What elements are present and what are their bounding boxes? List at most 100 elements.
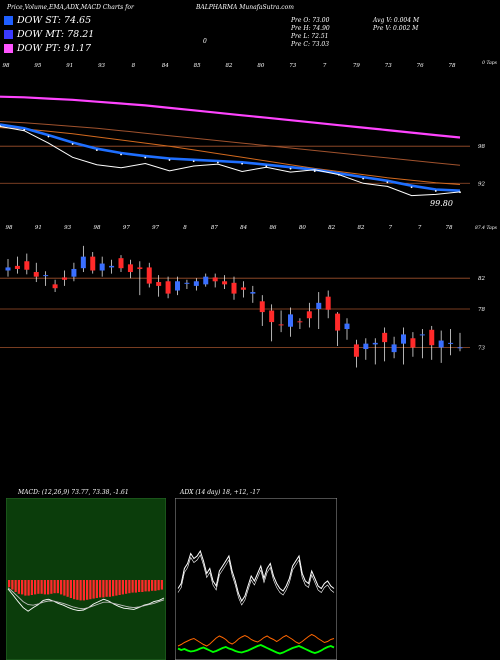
price-candle-body — [457, 347, 463, 349]
ema-x-tick-label: 95 — [34, 63, 41, 69]
price-x-tick-label: 84 — [240, 225, 247, 231]
price-candle-body — [382, 332, 388, 343]
macd-histogram-bar — [105, 580, 108, 597]
ema-x-tick-label: 73 — [289, 63, 296, 69]
stat-avg-volume: Avg V: 0.004 M — [373, 17, 420, 24]
price-candle-body — [156, 282, 162, 286]
ema-point — [362, 177, 365, 180]
price-x-tick-label: 80 — [299, 225, 306, 231]
macd-chart — [6, 498, 166, 660]
price-candle-body — [165, 281, 171, 294]
price-candle-body — [240, 287, 246, 290]
price-candle-body — [325, 296, 331, 310]
price-y-tick-label: 73 — [478, 346, 485, 352]
macd-histogram-bar — [53, 580, 56, 594]
macd-histogram-bar — [151, 580, 154, 591]
ema-point — [386, 181, 389, 184]
ema-last-value-label: 99.80 — [430, 199, 453, 208]
macd-histogram-bar — [89, 580, 92, 600]
macd-histogram-bar — [14, 580, 17, 592]
ema-point — [289, 167, 292, 170]
price-candle-body — [62, 277, 67, 280]
price-candle-body — [90, 256, 96, 271]
macd-histogram-bar — [82, 580, 85, 601]
macd-histogram-bar — [134, 580, 137, 593]
macd-histogram-bar — [40, 580, 43, 594]
macd-histogram-bar — [144, 580, 147, 592]
ema-x-tick-label: 85 — [194, 63, 201, 69]
ema-x-tick-label: 91 — [66, 63, 73, 69]
macd-histogram-bar — [76, 580, 79, 600]
ema-point — [120, 153, 122, 156]
macd-histogram-bar — [99, 580, 102, 598]
macd-histogram-bar — [8, 580, 11, 588]
macd-histogram-bar — [79, 580, 82, 601]
macd-histogram-bar — [141, 580, 144, 592]
price-candle-body — [175, 281, 180, 291]
price-candle-body — [316, 302, 322, 309]
macd-signal-line — [7, 587, 165, 610]
legend-label-st: DOW ST: 74.65 — [17, 15, 92, 26]
macd-title: MACD: (12,26,9) 73.77, 73.38, -1.61 — [18, 489, 129, 496]
legend-label-pt: DOW PT: 91.17 — [17, 43, 91, 54]
macd-histogram-bar — [27, 580, 30, 596]
price-x-tick-label: 82 — [358, 225, 365, 231]
price-candle-body — [203, 276, 209, 285]
price-x-tick-label: 7 — [389, 225, 393, 231]
ema-x-tick-label: 79 — [353, 63, 360, 69]
price-candle-body — [52, 284, 58, 289]
price-x-tick-label: 82 — [328, 225, 335, 231]
price-y-tick-label: 82 — [478, 276, 485, 282]
price-x-tick-label: 91 — [35, 225, 42, 231]
chart-title: Price,Volume,EMA,ADX,MACD Charts for — [7, 4, 134, 11]
price-candle-body — [288, 314, 293, 327]
legend-swatch-mt — [4, 30, 13, 39]
price-candle-body — [24, 261, 30, 270]
ema-point — [144, 156, 147, 159]
ema-series-line — [0, 125, 461, 197]
price-candle-body — [193, 281, 199, 286]
ema-x-tick-label: 8 — [132, 63, 136, 69]
price-x-tick-label: 78 — [446, 225, 453, 231]
macd-histogram-bar — [115, 580, 118, 596]
ema-point — [95, 149, 98, 152]
price-x-tick-label: 97 — [152, 225, 159, 231]
macd-histogram-bar — [157, 580, 160, 591]
price-candle-body — [222, 281, 228, 285]
price-candle-body — [137, 267, 143, 269]
macd-histogram-bar — [131, 580, 134, 593]
ema-point — [241, 162, 244, 165]
ema-point — [71, 143, 74, 145]
stat-close: Pre C: 73.03 — [291, 41, 330, 48]
ema-point — [192, 160, 195, 163]
macd-histogram-bar — [60, 580, 63, 595]
macd-histogram-bar — [17, 580, 20, 594]
price-candle-body — [80, 256, 86, 269]
price-candle-body — [5, 267, 11, 271]
price-x-tick-label: 86 — [270, 225, 277, 231]
adx-title: ADX (14 day) 18, +12, -17 — [180, 489, 260, 496]
macd-histogram-bar — [69, 580, 72, 598]
price-x-tick-label: 8 — [183, 225, 187, 231]
price-candle-body — [99, 263, 105, 271]
ema-x-tick-label: 73 — [385, 63, 392, 69]
price-candle-body — [250, 292, 256, 294]
stat-low: Pre L: 72.51 — [291, 33, 329, 40]
macd-histogram-bar — [63, 580, 66, 596]
price-corner-label: 87.4 Taps — [475, 225, 498, 231]
macd-histogram-bar — [24, 580, 27, 596]
ema-chart: 98 95 91 93 8 84 85 82 80 73 7 79 73 76 78 0 Taps 98 92 99… — [0, 60, 498, 208]
price-candle-body — [448, 342, 454, 344]
price-candle-body — [372, 342, 378, 345]
stat-prev-volume: Pre V: 0.002 M — [373, 25, 419, 32]
ema-x-tick-label: 84 — [162, 63, 169, 69]
macd-histogram-bar — [154, 580, 157, 591]
ema-series-line — [0, 95, 461, 139]
price-candle-body — [269, 310, 275, 323]
macd-background — [6, 498, 166, 660]
price-x-tick-label: 98 — [6, 225, 13, 231]
macd-histogram-bar — [73, 580, 76, 600]
stray-label: 0 — [203, 38, 207, 45]
legend-dow-mt: DOW MT: 78.21 — [4, 29, 94, 40]
macd-histogram-bar — [11, 580, 14, 590]
